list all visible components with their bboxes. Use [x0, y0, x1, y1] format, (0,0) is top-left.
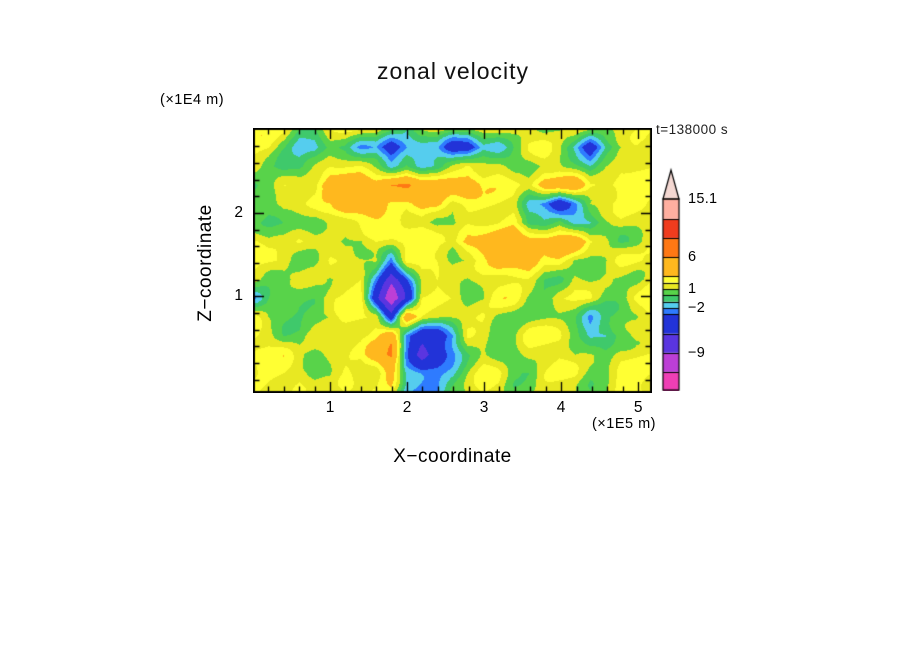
colorbar-label: 6: [688, 249, 697, 266]
colorbar-label: 15.1: [688, 191, 718, 207]
x-tick-label: 1: [325, 399, 335, 416]
x-tick-label: 2: [402, 399, 412, 416]
z-tick-label: 2: [234, 204, 243, 221]
colorbar-canvas: [661, 167, 681, 391]
x-axis-unit: (×1E5 m): [591, 416, 656, 432]
time-annotation: t=138000 s: [656, 122, 729, 137]
z-axis-label: Z−coordinate: [195, 204, 216, 322]
plot-area: 1 2 3 4 5 1 2: [234, 128, 652, 416]
x-axis-label: X−coordinate: [393, 446, 512, 467]
velocity-field-canvas: [253, 128, 652, 393]
colorbar-label: 1: [688, 280, 697, 297]
x-tick-label: 5: [633, 399, 643, 416]
x-tick-label: 3: [479, 399, 489, 416]
colorbar-label: −9: [688, 344, 706, 361]
colorbar: 15.1 6 1 −2 −9: [661, 167, 731, 397]
z-axis-unit: (×1E4 m): [160, 92, 225, 108]
colorbar-label: −2: [688, 300, 706, 317]
z-tick-label: 1: [234, 287, 243, 305]
plot-title: zonal velocity: [376, 58, 530, 84]
x-tick-label: 4: [556, 399, 566, 416]
